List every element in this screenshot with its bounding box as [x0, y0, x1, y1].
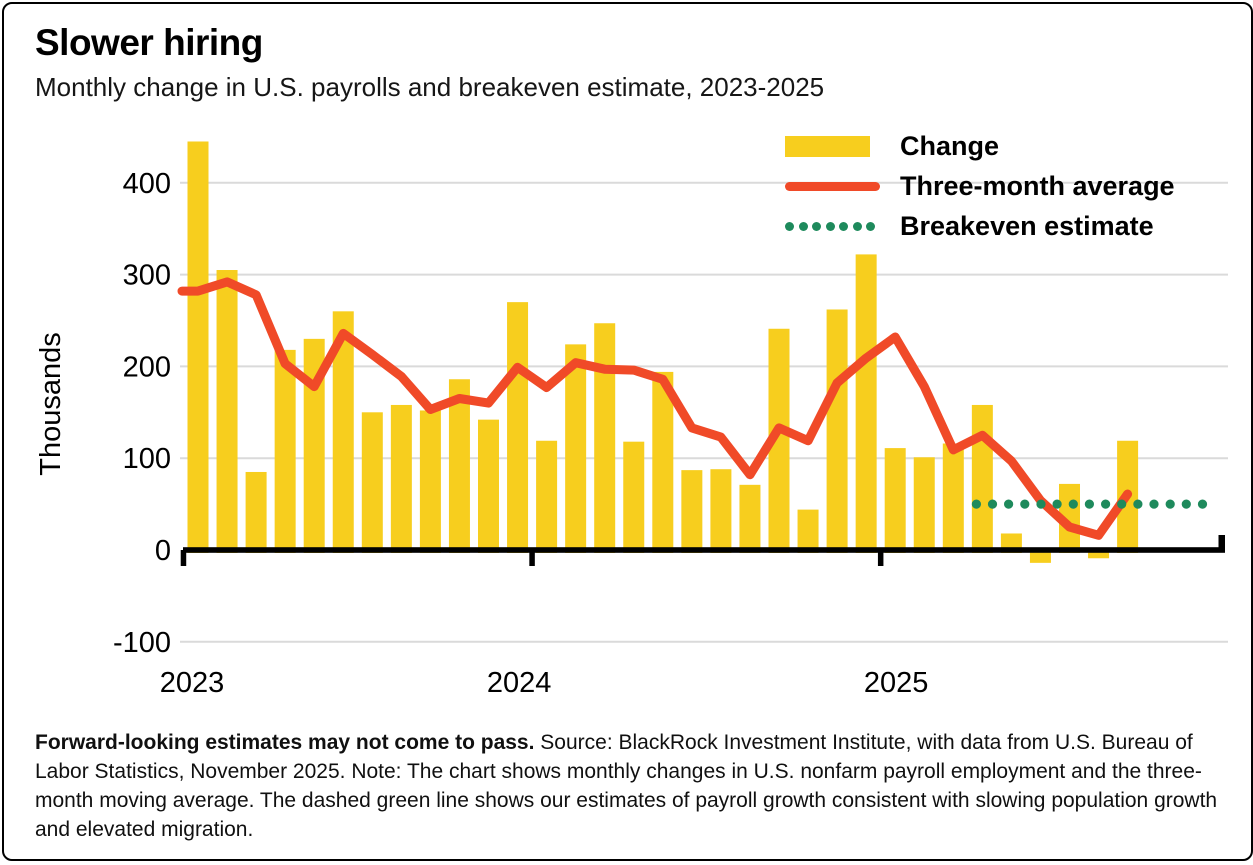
page-title: Slower hiring: [35, 22, 263, 63]
y-tick-label: 0: [155, 535, 171, 567]
breakeven-dot: [1165, 499, 1175, 509]
bar-2024-06: [681, 470, 703, 553]
bar-2024-09: [768, 328, 790, 553]
breakeven-dot: [1004, 499, 1014, 509]
breakeven-dot: [1197, 499, 1208, 509]
x-axis: [183, 547, 1225, 553]
payrolls-chart: 400 300 200 100 0 -100 Thousands 2023 2024 2025: [35, 141, 1228, 699]
bar-2024-01: [536, 440, 558, 553]
bar-2025-03: [942, 443, 964, 553]
legend-item-change: Change: [785, 126, 1175, 166]
bar-2024-07: [710, 469, 732, 553]
bar-2025-02: [913, 457, 935, 553]
bar-2023-01: [187, 141, 209, 554]
breakeven-dot: [1036, 499, 1046, 509]
x-year-label: 2024: [487, 667, 552, 699]
legend-change-label: Change: [900, 130, 1000, 161]
footnote-source: Source: BlackRock Investment Institute, …: [35, 731, 1218, 841]
legend: Change Three-month average Breakeven est…: [785, 126, 1175, 246]
legend-change-swatch: [785, 135, 870, 157]
bar-2023-09: [419, 410, 441, 553]
bar-2023-06: [332, 311, 354, 553]
breakeven-dot: [987, 499, 998, 509]
bar-2023-10: [448, 379, 470, 553]
bar-2024-03: [594, 323, 616, 553]
bar-2023-08: [390, 404, 412, 553]
legend-three-month-average-swatch: [785, 181, 880, 191]
y-tick-label: 100: [123, 443, 171, 475]
bar-2025-01: [884, 448, 906, 553]
breakeven-dot: [1052, 499, 1062, 509]
y-tick-label: 400: [123, 168, 171, 200]
bar-2023-11: [478, 419, 499, 553]
breakeven-dot: [1133, 499, 1143, 509]
breakeven-dot: [1084, 499, 1094, 509]
y-tick-label: -100: [113, 627, 171, 659]
breakeven-dot: [1068, 499, 1078, 509]
bar-2024-11: [826, 309, 848, 553]
legend-breakeven-label: Breakeven estimate: [900, 210, 1154, 241]
bar-2024-12: [855, 254, 877, 554]
three-month-average-line: [177, 277, 1133, 540]
bar-2025-08: [1088, 548, 1110, 559]
bar-2024-04: [623, 441, 645, 553]
breakeven-dot: [971, 499, 982, 509]
x-year-label: 2025: [864, 667, 929, 699]
bar-2023-12: [507, 302, 529, 553]
y-tick-label: 200: [123, 351, 171, 383]
breakeven-dot: [1149, 499, 1159, 509]
bar-2025-04: [971, 404, 993, 553]
chart-subtitle: Monthly change in U.S. payrolls and brea…: [35, 72, 825, 102]
breakeven-dot: [1117, 499, 1127, 509]
legend-item-three-month-average: Three-month average: [785, 166, 1175, 206]
breakeven-dot: [1181, 499, 1191, 509]
bar-2024-02: [565, 344, 587, 553]
legend-three-month-average-label: Three-month average: [900, 170, 1175, 201]
bar-2023-02: [216, 270, 238, 553]
legend-breakeven-swatch: [785, 221, 880, 231]
bar-2024-08: [739, 484, 761, 553]
footnote: Forward-looking estimates may not come t…: [35, 728, 1233, 844]
bar-2023-04: [274, 349, 296, 553]
x-axis-end-tick: [1218, 535, 1225, 550]
bar-2024-05: [652, 371, 674, 553]
y-axis-title: Thousands: [35, 332, 67, 476]
y-tick-label: 300: [123, 260, 171, 292]
bar-2024-10: [797, 509, 819, 553]
bar-2023-07: [361, 412, 383, 553]
bar-2023-05: [303, 338, 325, 553]
breakeven-dot: [1020, 499, 1030, 509]
bar-2023-03: [245, 471, 267, 553]
x-axis-year-tick: [877, 550, 884, 566]
x-axis-year-tick: [529, 550, 535, 566]
legend-item-breakeven: Breakeven estimate: [785, 206, 1175, 246]
breakeven-dot: [1101, 499, 1111, 509]
x-axis-year-tick: [180, 550, 187, 566]
footnote-disclaimer: Forward-looking estimates may not come t…: [35, 731, 535, 754]
x-year-label: 2023: [160, 667, 225, 699]
